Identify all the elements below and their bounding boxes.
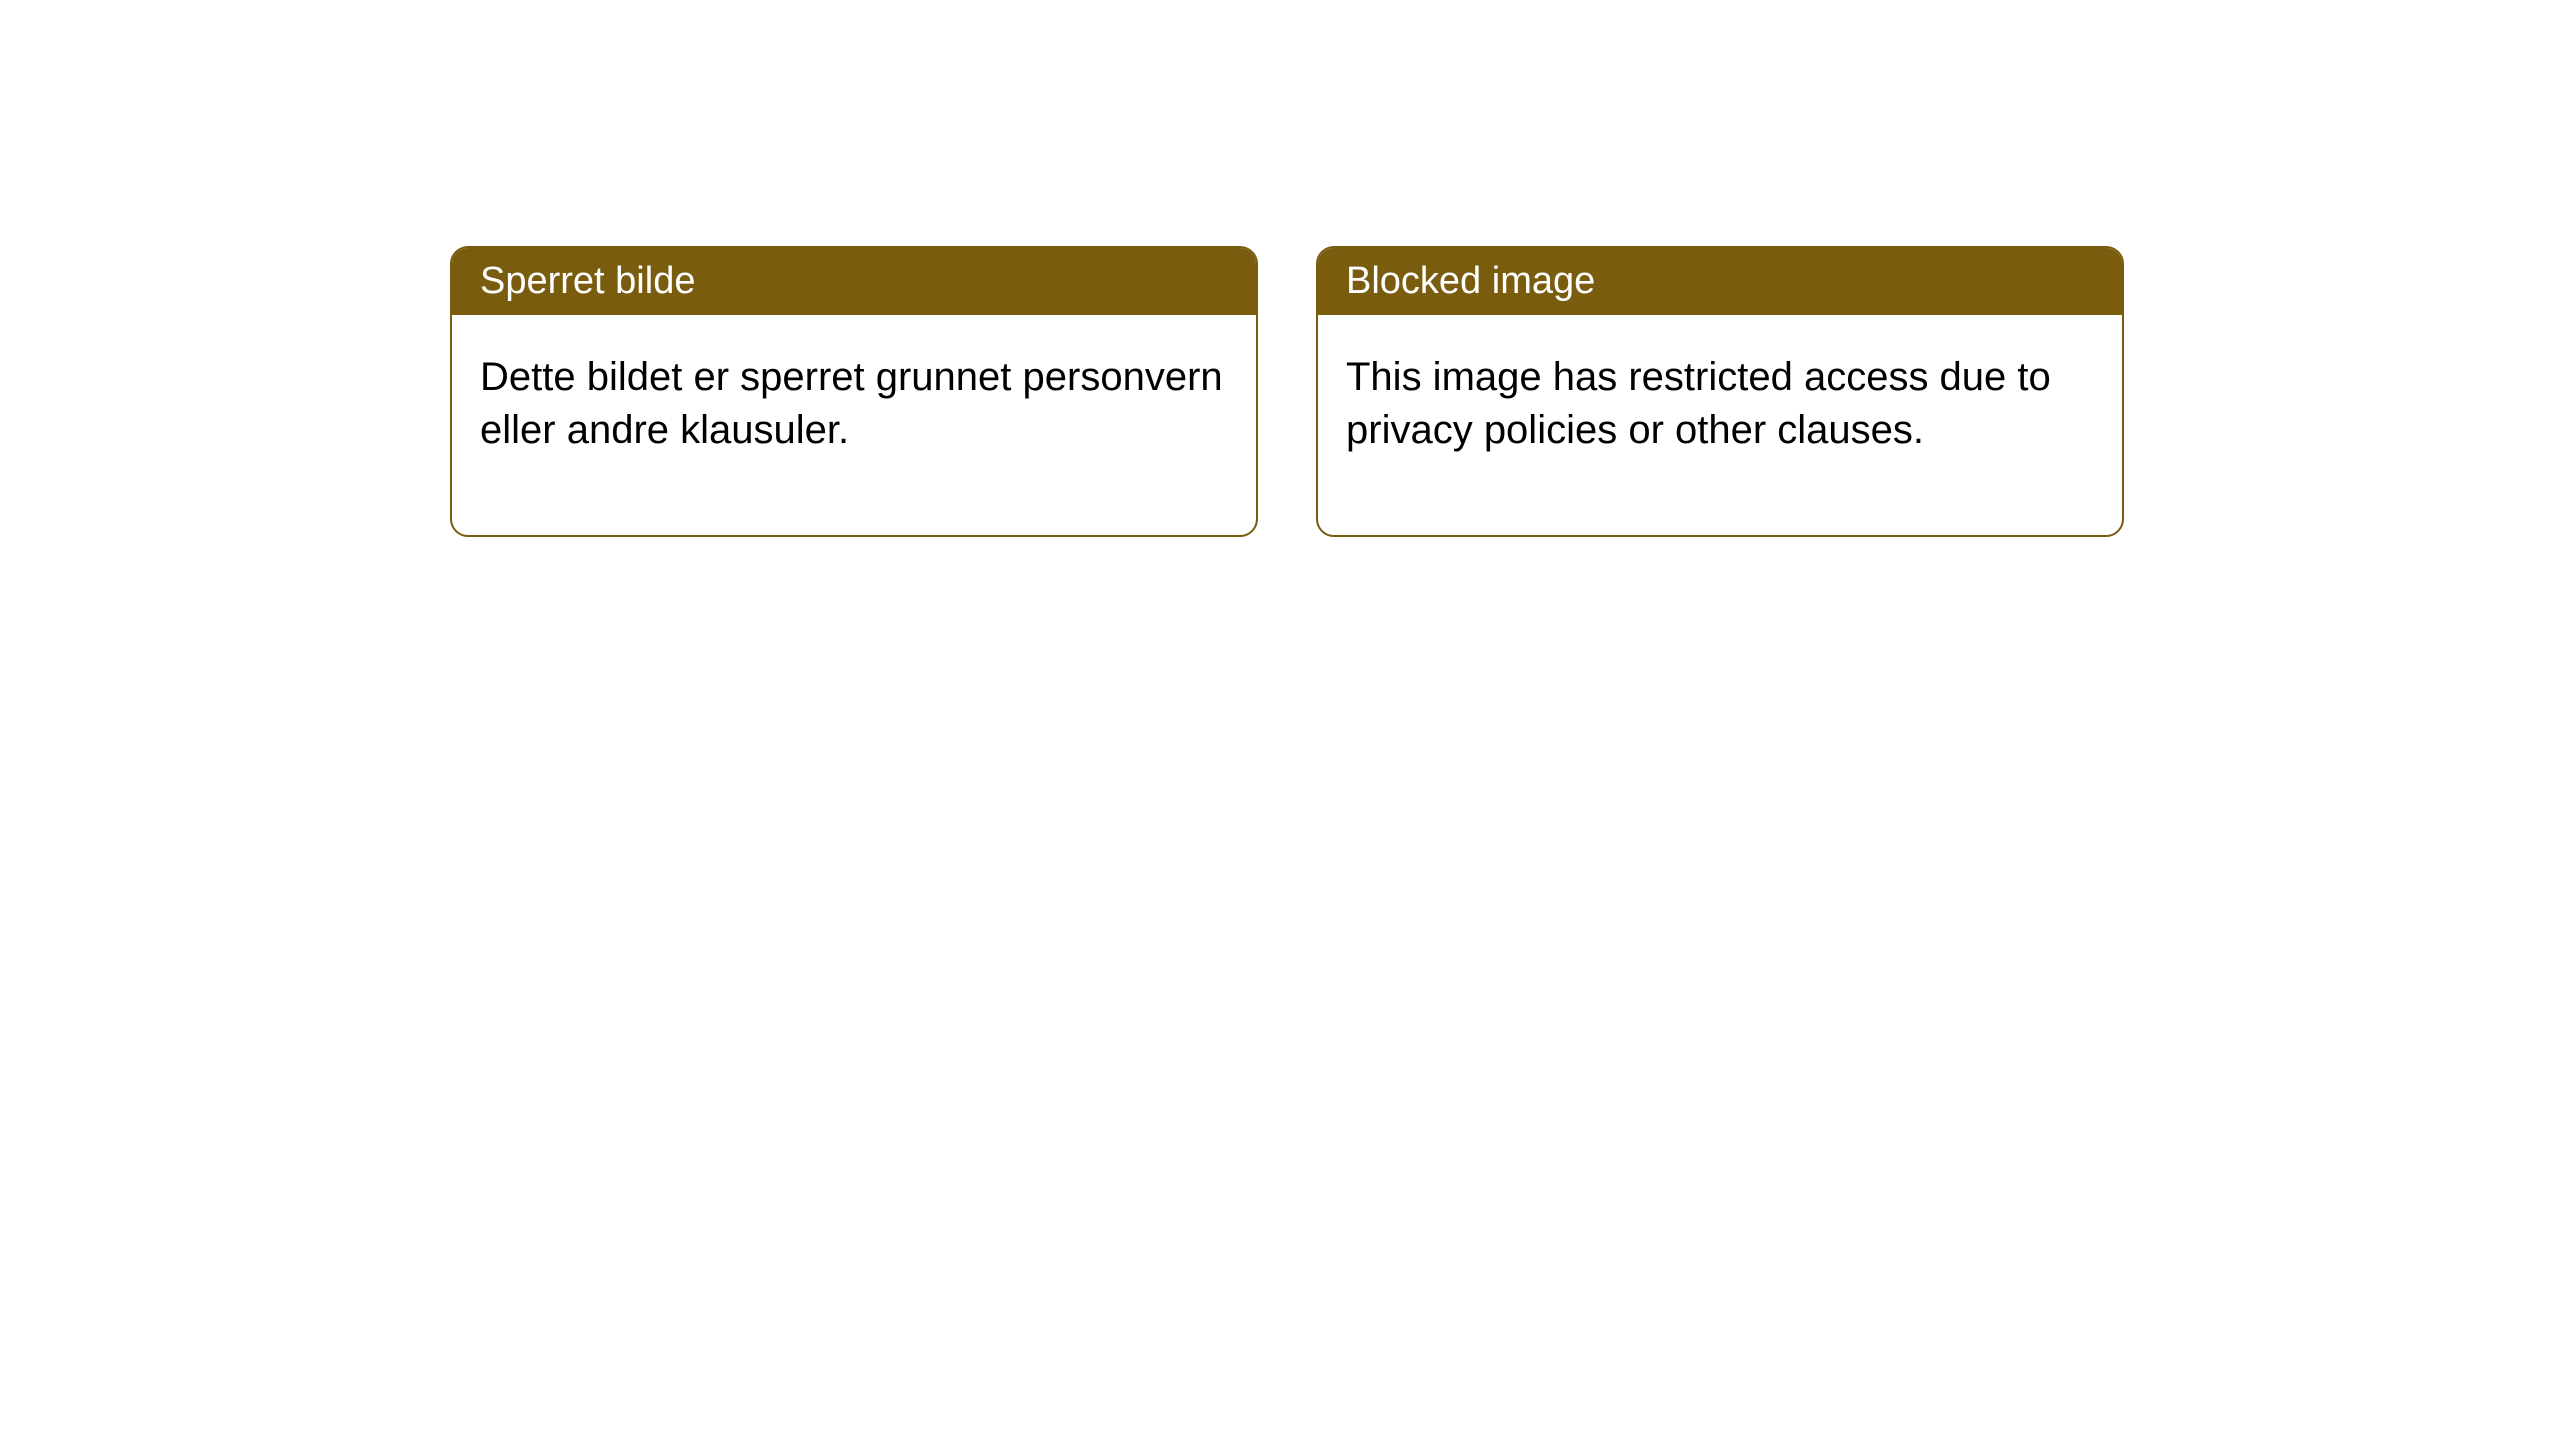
card-title-text: Sperret bilde xyxy=(480,260,695,302)
card-header: Sperret bilde xyxy=(452,248,1256,315)
blocked-image-card-en: Blocked image This image has restricted … xyxy=(1316,246,2124,537)
card-title-text: Blocked image xyxy=(1346,260,1595,302)
card-body: This image has restricted access due to … xyxy=(1318,315,2122,535)
blocked-image-card-no: Sperret bilde Dette bildet er sperret gr… xyxy=(450,246,1258,537)
card-body-text: Dette bildet er sperret grunnet personve… xyxy=(480,351,1228,457)
card-container: Sperret bilde Dette bildet er sperret gr… xyxy=(0,0,2560,537)
card-body-text: This image has restricted access due to … xyxy=(1346,351,2094,457)
card-body: Dette bildet er sperret grunnet personve… xyxy=(452,315,1256,535)
card-header: Blocked image xyxy=(1318,248,2122,315)
